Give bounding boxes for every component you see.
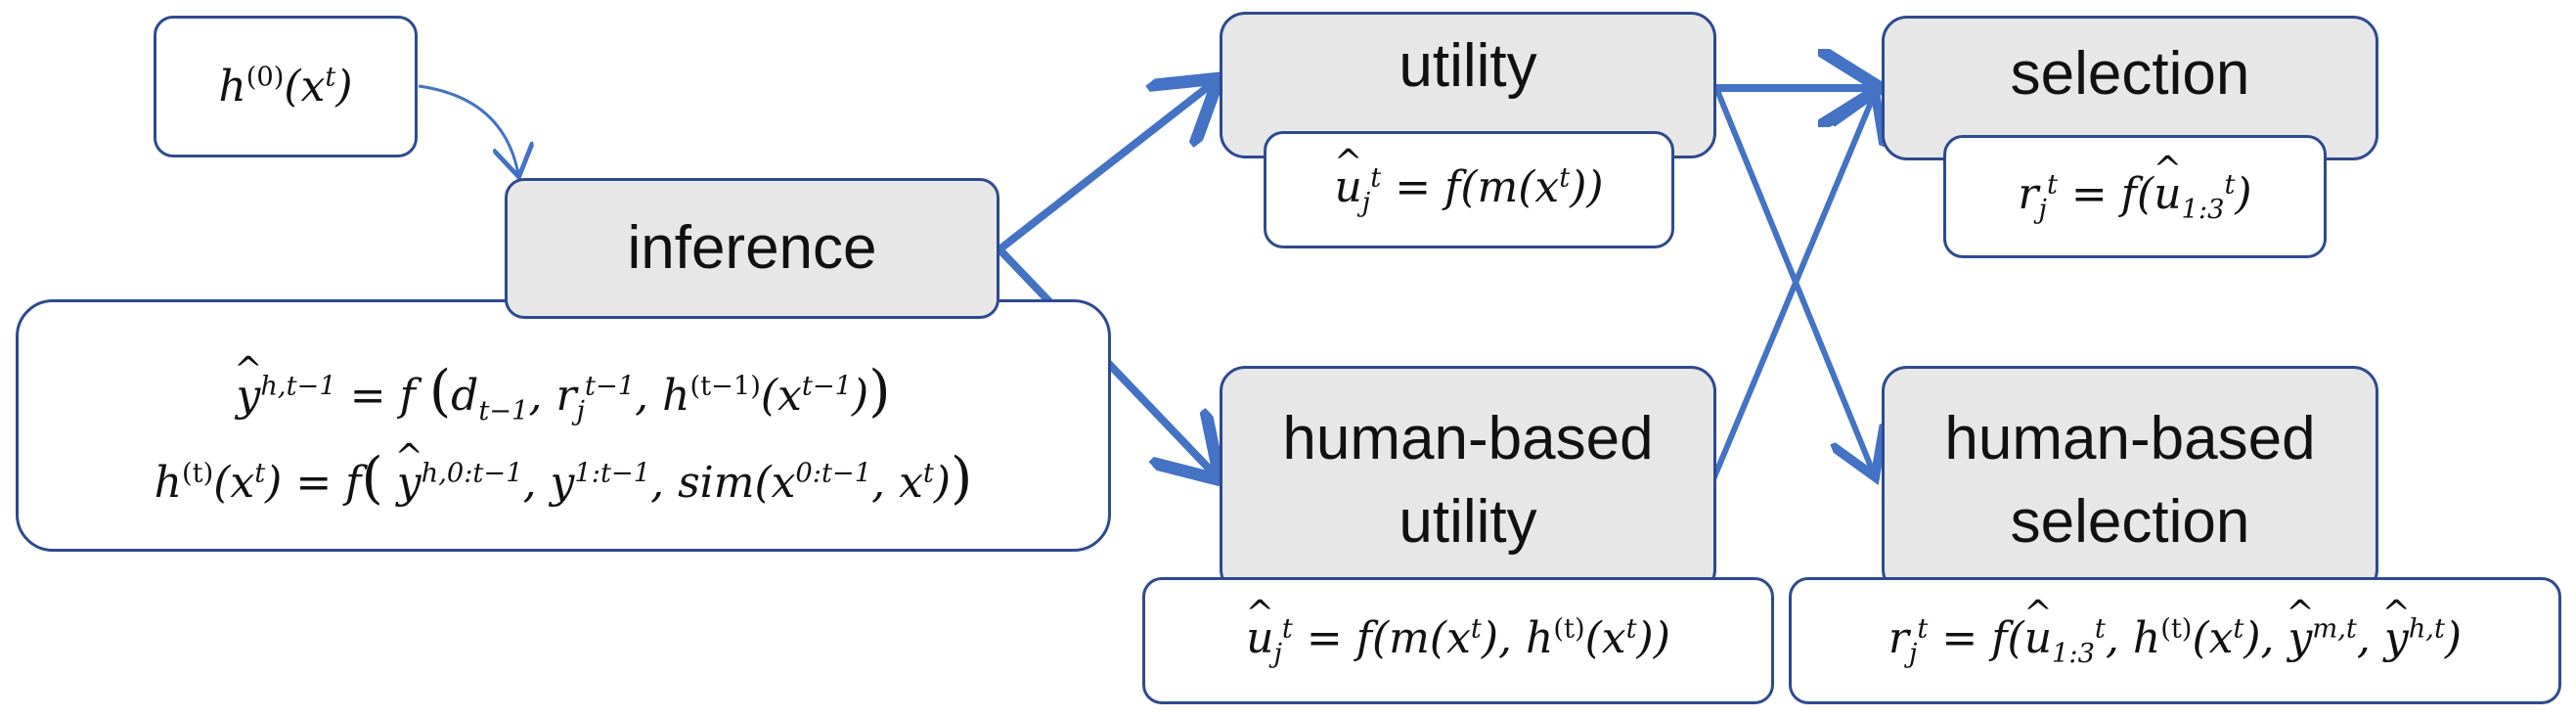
human-selection-formula-box: rjt = f(û1:3t, h(t)(xt), ŷm,t, ŷh,t) rjt… — [1789, 577, 2561, 704]
utility-formula-box: ûjt = f(m(xt)) ujt = f(m(xt)) — [1264, 131, 1674, 248]
inference-label: inference — [627, 214, 877, 283]
arrow-init-to-inference — [418, 84, 518, 174]
arrow-human-utility-to-selection — [1710, 98, 1873, 481]
human-selection-eq: rjt = f(û1:3t, h(t)(xt), ŷm,t, ŷh,t) rjt… — [1888, 613, 2462, 669]
inference-node: inference — [505, 178, 999, 319]
human-selection-node: human-based selection — [1882, 366, 2378, 595]
human-utility-node: human-based utility — [1220, 366, 1716, 595]
utility-label: utility — [1399, 32, 1537, 101]
human-utility-label-1: human-based — [1282, 404, 1654, 472]
inference-formula-box: ŷh,t−1 = f ( dt−1, rjt−1, h(t−1)(xt−1) )… — [16, 299, 1111, 552]
inference-eq-2: h(t)(xt) = f ( ŷh,0:t−1, y1:t−1, sim(x0:… — [155, 435, 973, 522]
selection-formula-box: rjt = f(û1:3t) rjt = f(u1:3t) — [1943, 135, 2327, 258]
human-selection-label-1: human-based — [1944, 404, 2316, 472]
human-selection-label-2: selection — [2010, 488, 2250, 556]
human-utility-eq: ûjt = f(m(xt), h(t)(xt)) ujt = f(m(xt), … — [1246, 613, 1670, 669]
init-formula-box: h(0)(xt)h(0)(xt) — [154, 16, 418, 157]
inference-eq-1: ŷh,t−1 = f ( dt−1, rjt−1, h(t−1)(xt−1) )… — [236, 348, 890, 435]
human-utility-label-2: utility — [1399, 488, 1537, 556]
init-formula: h(0)(xt)h(0)(xt) — [218, 62, 353, 112]
selection-eq: rjt = f(û1:3t) rjt = f(u1:3t) — [2018, 169, 2251, 225]
human-utility-formula-box: ûjt = f(m(xt), h(t)(xt)) ujt = f(m(xt), … — [1142, 577, 1774, 704]
utility-eq: ûjt = f(m(xt)) ujt = f(m(xt)) — [1334, 162, 1603, 218]
selection-label: selection — [2010, 40, 2250, 109]
arrow-inference-to-utility — [997, 83, 1213, 253]
